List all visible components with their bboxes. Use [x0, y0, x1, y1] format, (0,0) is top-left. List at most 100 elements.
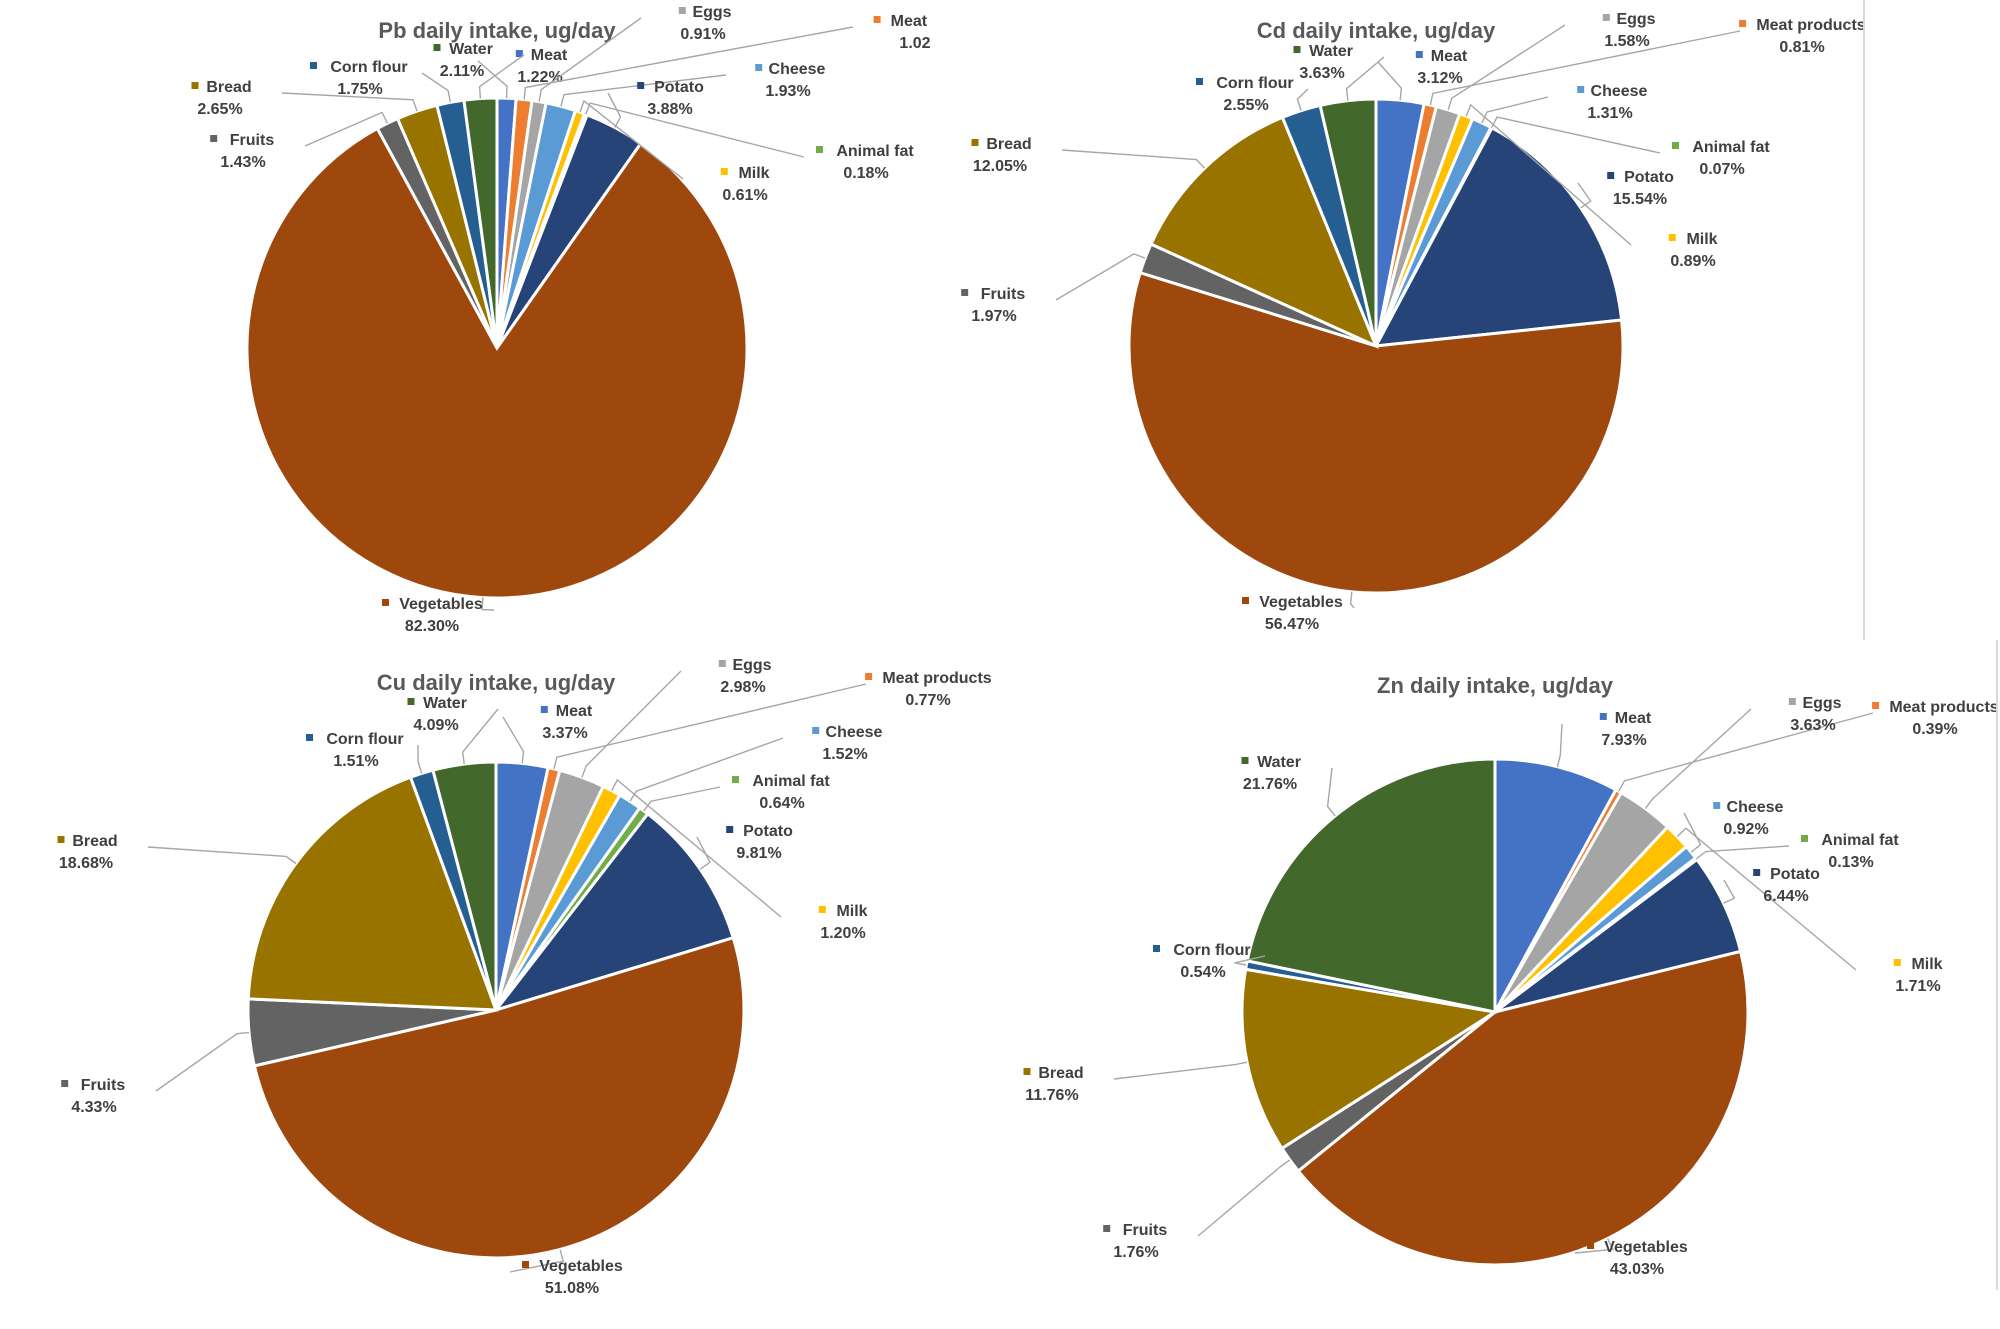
- label-water: Water 4.09%: [407, 695, 499, 765]
- label-corn-flour: Corn flour 1.51%: [306, 731, 423, 774]
- label-fruits: Fruits 1.97%: [961, 253, 1146, 325]
- legend-key: [1587, 1242, 1594, 1249]
- legend-key: [1713, 802, 1721, 809]
- label-meat-products: Meat products 0.77%: [553, 670, 992, 770]
- label-name: Milk: [836, 903, 867, 920]
- label-animal-fat: Animal fat 0.13%: [1695, 832, 1899, 871]
- label-value: 4.33%: [71, 1099, 116, 1116]
- slice-bread: [246, 775, 499, 1012]
- slice-vegetables: [252, 935, 746, 1260]
- legend-key: [522, 1261, 529, 1268]
- label-value: 1.02: [899, 35, 930, 52]
- legend-key: [726, 826, 734, 833]
- legend-key: [1196, 78, 1203, 85]
- label-vegetables: Vegetables 82.30%: [382, 596, 495, 635]
- label-name: Potato: [1624, 169, 1674, 186]
- legend-key: [57, 836, 65, 843]
- leader-line: [1556, 723, 1563, 767]
- label-milk: Milk 0.89%: [1465, 103, 1718, 270]
- label-name: Eggs: [1802, 695, 1841, 712]
- label-bread: Bread 18.68%: [57, 833, 297, 872]
- legend-key: [1893, 959, 1901, 966]
- label-value: 0.54%: [1180, 964, 1225, 981]
- label-value: 2.11%: [440, 63, 484, 80]
- label-value: 0.64%: [759, 795, 804, 812]
- leader-line: [1349, 591, 1355, 609]
- label-name: Corn flour: [330, 59, 407, 76]
- legend-key: [306, 734, 313, 741]
- legend-key: [720, 168, 728, 175]
- label-value: 1.43%: [220, 154, 265, 171]
- label-value: 1.76%: [1113, 1244, 1158, 1261]
- label-value: 1.20%: [820, 925, 865, 942]
- leader-line: [607, 92, 622, 128]
- label-value: 1.52%: [822, 746, 867, 763]
- label-cheese: Cheese 1.31%: [1481, 83, 1648, 124]
- label-fruits: Fruits 4.33%: [61, 1031, 250, 1116]
- legend-key: [1788, 698, 1796, 705]
- label-name: Water: [449, 41, 493, 58]
- label-cheese: Cheese 0.92%: [1683, 799, 1784, 853]
- label-value: 0.81%: [1779, 39, 1824, 56]
- slices: [245, 96, 749, 600]
- leader-line: [1617, 712, 1874, 792]
- legend-key: [812, 727, 820, 734]
- leader-line: [304, 111, 389, 147]
- label-name: Bread: [986, 136, 1031, 153]
- label-name: Eggs: [692, 4, 731, 21]
- leader-line: [477, 60, 508, 99]
- label-value: 1.97%: [971, 308, 1016, 325]
- leader-line: [611, 778, 782, 918]
- label-name: Potato: [743, 823, 793, 840]
- legend-key: [191, 82, 199, 89]
- leader-line: [1465, 103, 1632, 246]
- legend-key: [1607, 172, 1615, 179]
- leader-line: [629, 737, 784, 802]
- label-value: 0.61%: [722, 187, 767, 204]
- label-corn-flour: Corn flour 1.75%: [310, 59, 452, 103]
- leader-line: [147, 846, 297, 865]
- leader-line: [461, 708, 499, 765]
- label-value: 1.71%: [1895, 978, 1940, 995]
- label-value: 0.07%: [1699, 161, 1744, 178]
- label-name: Meat: [531, 47, 568, 64]
- leader-line: [1490, 116, 1661, 154]
- legend-key: [1023, 1068, 1031, 1075]
- label-value: 82.30%: [405, 618, 459, 635]
- label-eggs: Eggs 3.63%: [1644, 695, 1842, 810]
- legend-key: [1241, 757, 1249, 764]
- label-name: Meat: [1431, 48, 1468, 65]
- label-value: 0.39%: [1912, 721, 1957, 738]
- label-name: Water: [1309, 43, 1353, 60]
- slice-vegetables: [1127, 270, 1625, 595]
- label-name: Milk: [1911, 956, 1942, 973]
- label-value: 2.98%: [720, 679, 765, 696]
- leader-line: [155, 1031, 250, 1092]
- leader-line: [1429, 30, 1741, 106]
- slice-bread: [1149, 115, 1379, 349]
- label-name: Cheese: [1591, 83, 1648, 100]
- label-name: Corn flour: [1173, 942, 1250, 959]
- label-value: 0.92%: [1723, 821, 1768, 838]
- chart-title: Cu daily intake, ug/day: [377, 670, 616, 695]
- label-name: Corn flour: [1216, 75, 1293, 92]
- leader-line: [1644, 708, 1752, 810]
- slices: [1127, 97, 1625, 595]
- legend-key: [382, 599, 389, 606]
- label-meat: Meat 3.37%: [502, 703, 593, 764]
- chart-title: Zn daily intake, ug/day: [1377, 673, 1614, 698]
- label-value: 0.18%: [843, 165, 888, 182]
- leader-line: [1481, 96, 1549, 124]
- label-value: 1.31%: [1587, 105, 1632, 122]
- label-name: Fruits: [1123, 1222, 1168, 1239]
- leader-line: [1676, 827, 1857, 971]
- label-value: 3.12%: [1417, 70, 1462, 87]
- label-value: 15.54%: [1613, 191, 1667, 208]
- leader-line: [1061, 149, 1206, 169]
- legend-key: [433, 44, 441, 51]
- leader-line: [643, 786, 721, 812]
